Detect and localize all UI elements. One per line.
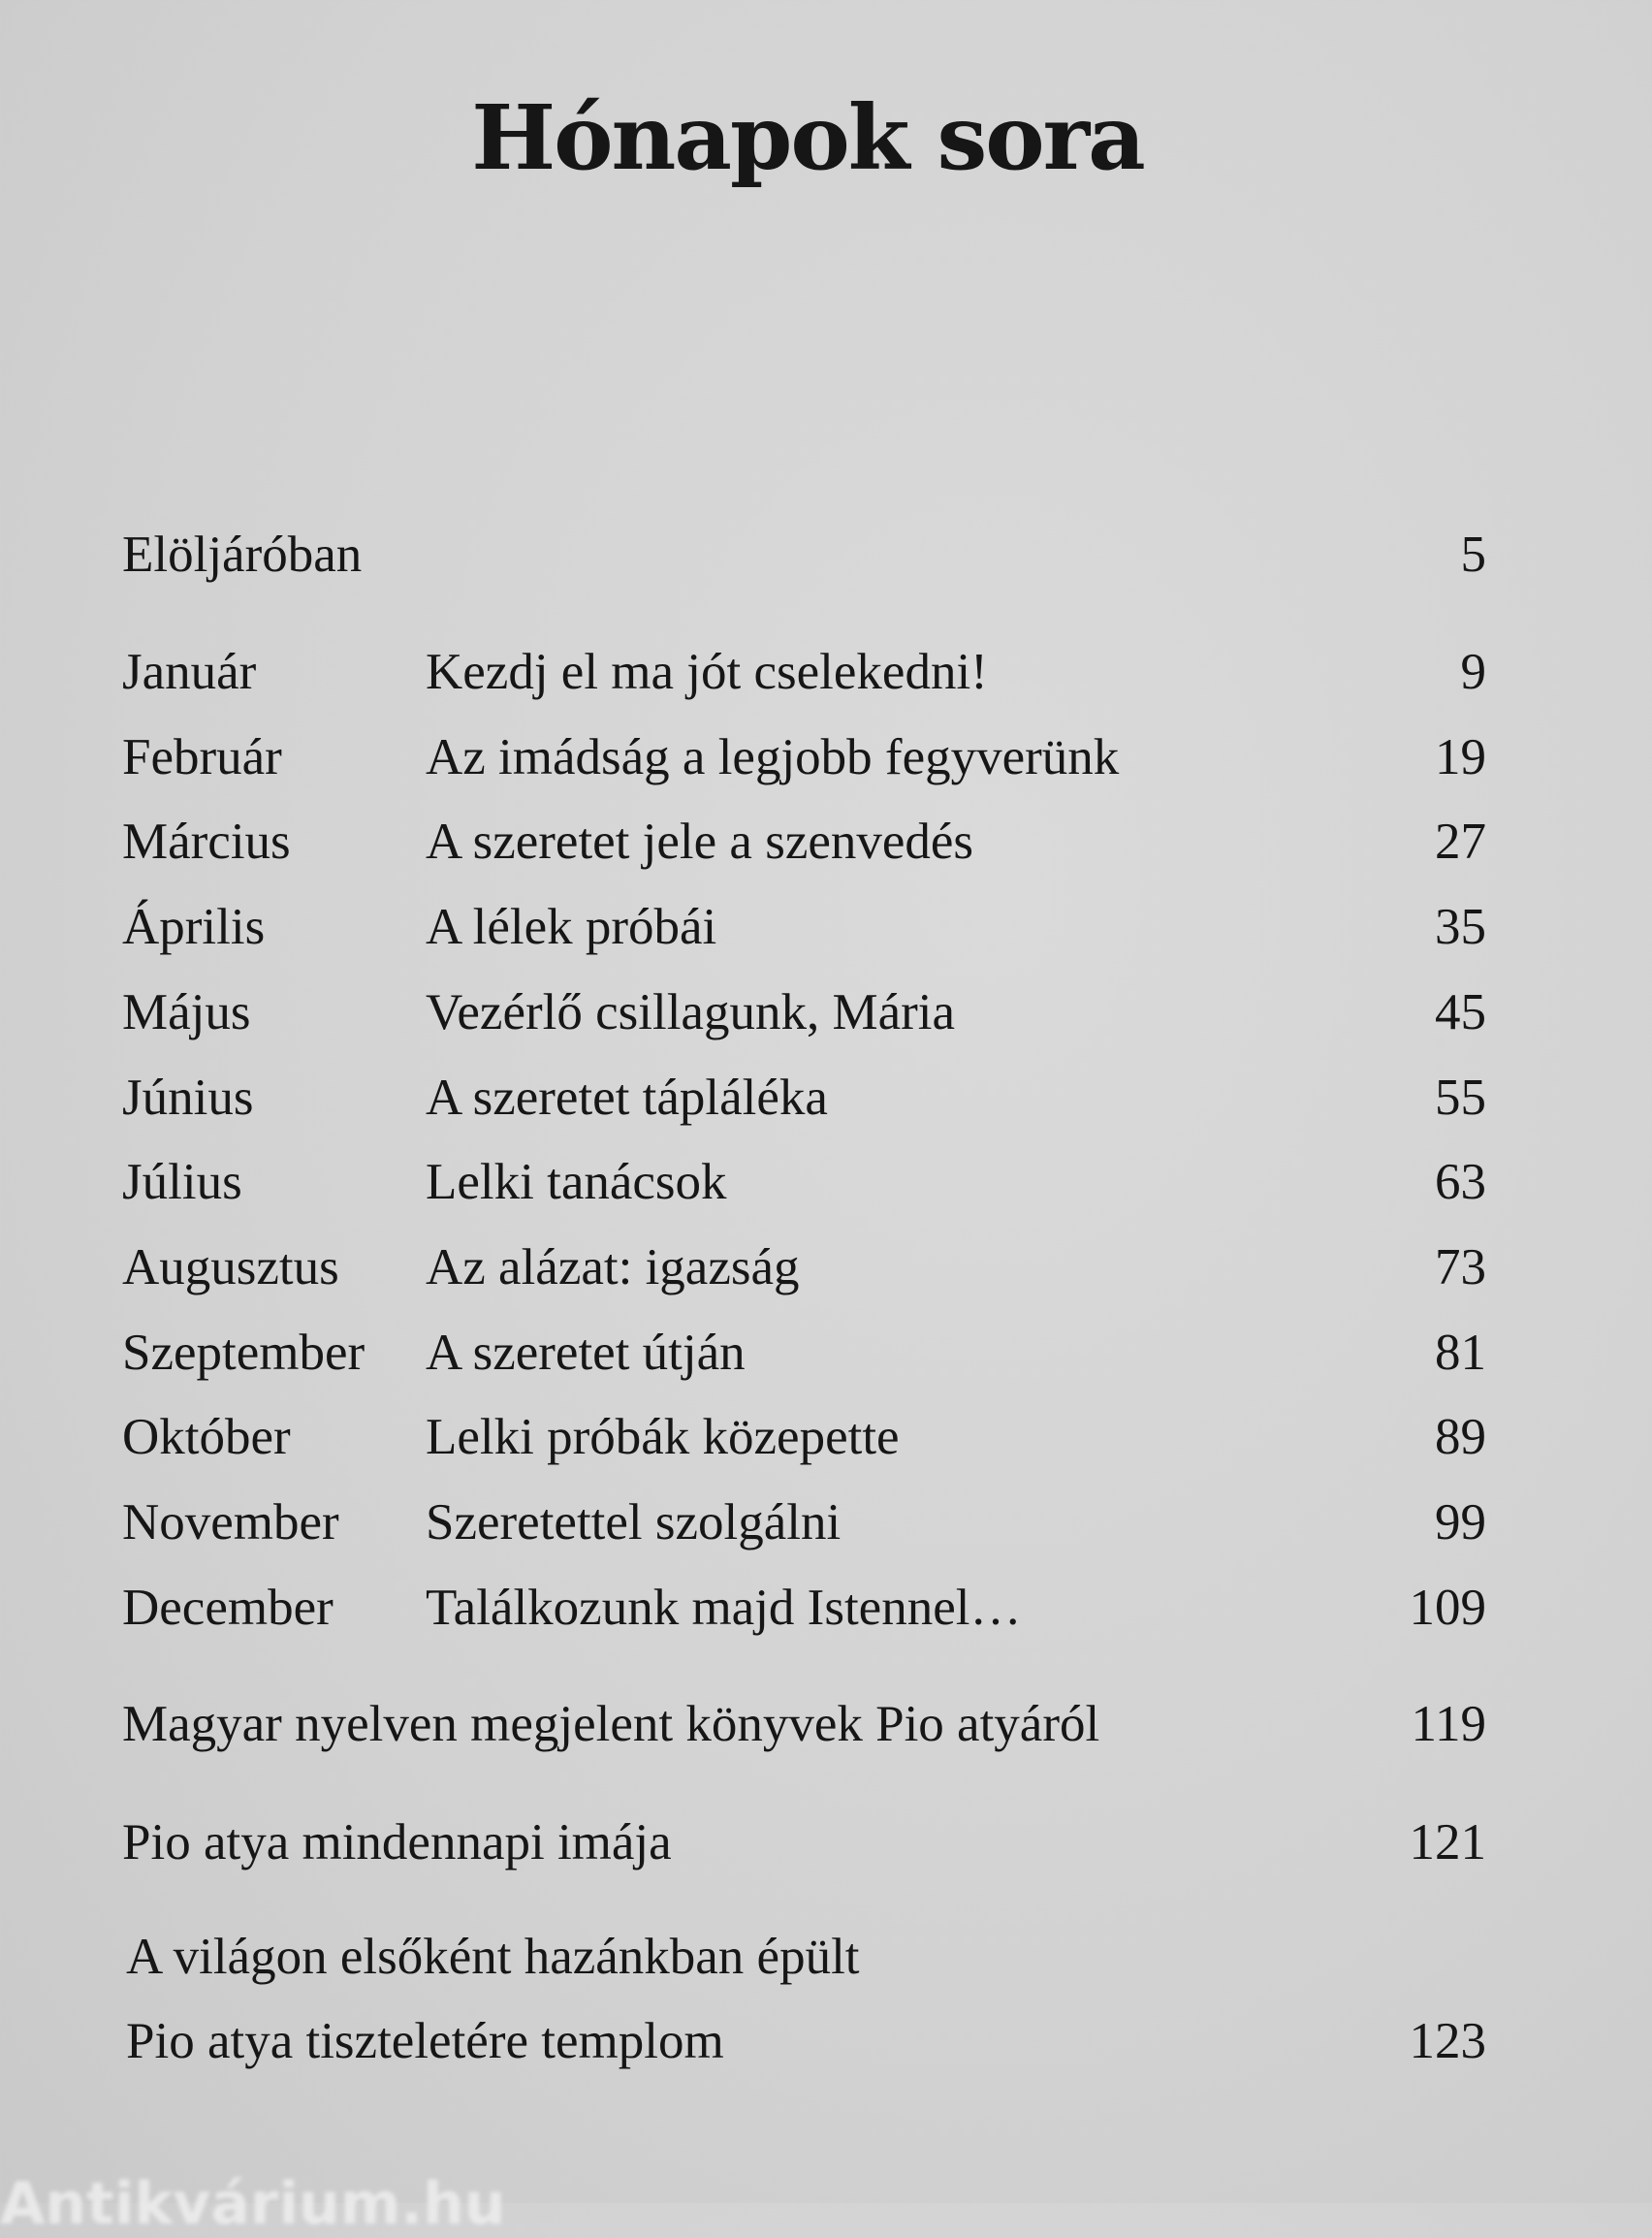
toc-chapter-title: Vezérlő csillagunk, Mária xyxy=(426,983,955,1040)
toc-month: Február xyxy=(122,728,282,785)
toc-appendix-label: Magyar nyelven megjelent könyvek Pio aty… xyxy=(122,1696,1100,1752)
toc-intro-label: Elöljáróban xyxy=(122,527,363,583)
toc-intro-page: 5 xyxy=(1460,527,1487,583)
toc-page: 19 xyxy=(1435,728,1486,785)
toc-month: November xyxy=(122,1494,339,1551)
toc-chapter-title: Lelki tanácsok xyxy=(426,1154,727,1211)
toc-appendix-label-line1: A világon elsőként hazánkban épült xyxy=(126,1929,860,1985)
toc-month: Szeptember xyxy=(122,1324,365,1381)
toc-page: 45 xyxy=(1435,983,1486,1040)
toc-month: Október xyxy=(122,1409,291,1466)
toc-page: 9 xyxy=(1460,644,1487,700)
toc-month: December xyxy=(122,1579,334,1636)
toc-month: Június xyxy=(122,1069,254,1126)
toc-chapter-title: Az imádság a legjobb fegyverünk xyxy=(426,728,1120,785)
toc-chapter-title: A szeretet tápláléka xyxy=(426,1069,828,1126)
toc-chapter-title: Lelki próbák közepette xyxy=(426,1409,900,1466)
toc-month: Január xyxy=(122,644,257,700)
toc-chapter-title: Az alázat: igazság xyxy=(426,1238,800,1295)
toc-page: 63 xyxy=(1435,1154,1486,1211)
toc-month: Május xyxy=(122,983,251,1040)
toc-page: 73 xyxy=(1435,1238,1486,1295)
toc-page: 27 xyxy=(1435,814,1486,871)
toc-chapter-title: A szeretet útján xyxy=(426,1324,746,1381)
toc-page: 89 xyxy=(1435,1409,1486,1466)
toc-page: 81 xyxy=(1435,1324,1486,1381)
toc-appendix-page: 123 xyxy=(1409,2013,1487,2069)
toc-appendix-page: 119 xyxy=(1411,1696,1486,1752)
toc-chapter-title: Kezdj el ma jót cselekedni! xyxy=(426,644,988,700)
toc-month: Július xyxy=(122,1154,242,1211)
toc-page: 55 xyxy=(1435,1069,1486,1126)
toc-appendix-page: 121 xyxy=(1409,1814,1487,1870)
toc-chapter-title: Szeretettel szolgálni xyxy=(426,1494,842,1551)
toc-chapter-title: Találkozunk majd Istennel… xyxy=(426,1579,1022,1636)
toc-page: 99 xyxy=(1435,1494,1486,1551)
toc-page: 35 xyxy=(1435,899,1486,956)
toc-appendix-label: Pio atya mindennapi imája xyxy=(122,1814,672,1870)
toc-month: Augusztus xyxy=(122,1238,339,1295)
watermark: Antikvárium.hu xyxy=(0,2170,506,2238)
page-title: Hónapok sora xyxy=(471,85,1146,190)
toc-month: Március xyxy=(122,814,291,871)
toc-month: Április xyxy=(122,899,266,956)
toc-page: 109 xyxy=(1409,1579,1487,1636)
toc-chapter-title: A szeretet jele a szenvedés xyxy=(426,814,974,871)
toc-appendix-label: Pio atya tiszteletére templom xyxy=(126,2013,724,2069)
toc-chapter-title: A lélek próbái xyxy=(426,899,717,956)
